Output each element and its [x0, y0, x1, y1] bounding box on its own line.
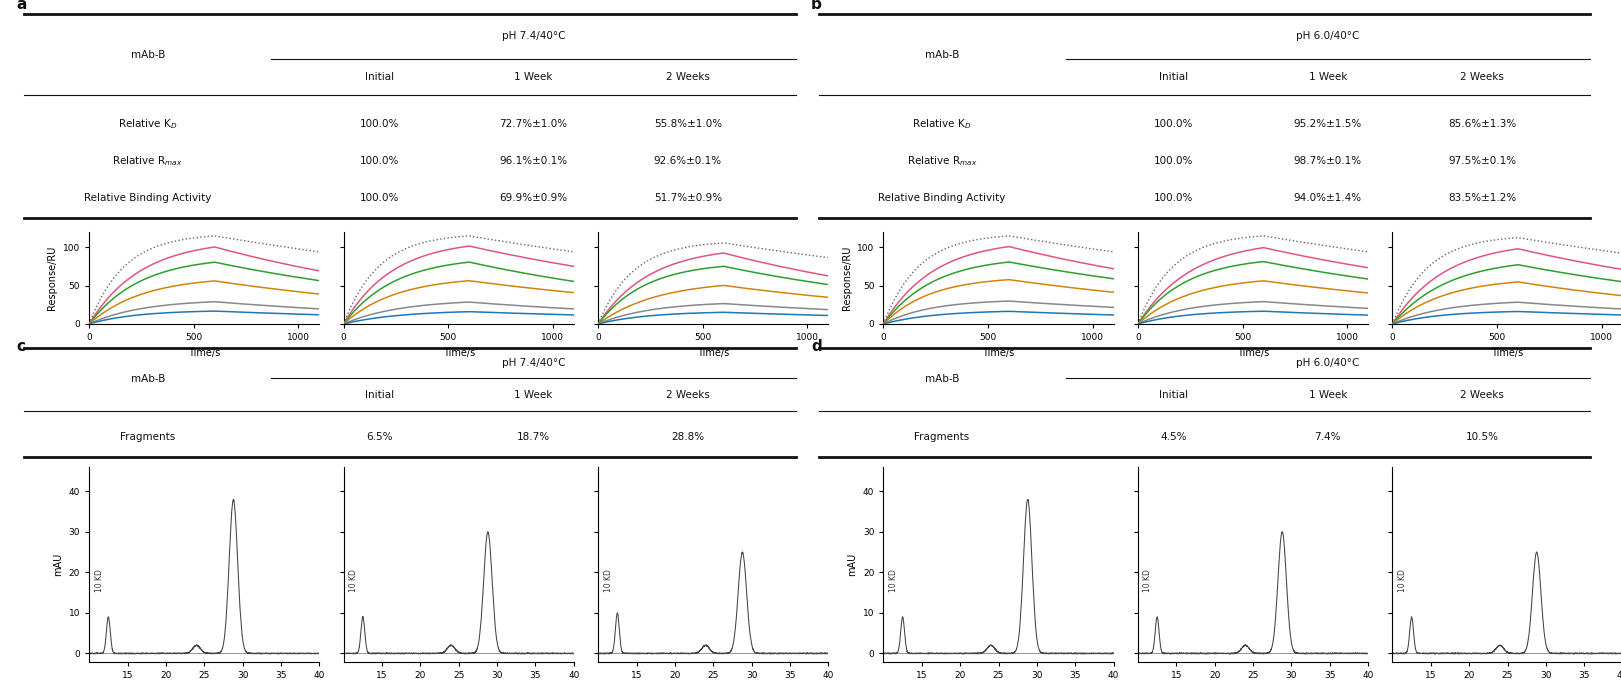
Text: 85.6%±1.3%: 85.6%±1.3% — [1448, 119, 1516, 129]
Text: 2 Weeks: 2 Weeks — [666, 72, 710, 82]
Text: 10 KD: 10 KD — [94, 569, 104, 592]
Text: 10 KD: 10 KD — [1397, 569, 1407, 592]
Text: 10.5%: 10.5% — [1465, 432, 1499, 443]
Text: mAb-B: mAb-B — [926, 50, 960, 59]
Text: Fragments: Fragments — [914, 432, 969, 443]
Text: pH 7.4/40°C: pH 7.4/40°C — [503, 31, 566, 41]
Text: 69.9%±0.9%: 69.9%±0.9% — [499, 193, 567, 203]
Text: 1 Week: 1 Week — [1308, 389, 1347, 400]
Text: 98.7%±0.1%: 98.7%±0.1% — [1294, 156, 1362, 166]
Text: Relative K$_D$: Relative K$_D$ — [118, 117, 178, 131]
Text: 51.7%±0.9%: 51.7%±0.9% — [653, 193, 721, 203]
Text: 6.5%: 6.5% — [366, 432, 392, 443]
X-axis label: Time/s: Time/s — [188, 348, 220, 357]
Text: 100.0%: 100.0% — [1154, 193, 1193, 203]
Text: pH 6.0/40°C: pH 6.0/40°C — [1297, 31, 1360, 41]
Text: 2 Weeks: 2 Weeks — [666, 389, 710, 400]
Text: 1 Week: 1 Week — [514, 389, 553, 400]
Text: 96.1%±0.1%: 96.1%±0.1% — [499, 156, 567, 166]
Text: 100.0%: 100.0% — [360, 156, 399, 166]
Text: 1 Week: 1 Week — [514, 72, 553, 82]
Text: 7.4%: 7.4% — [1315, 432, 1341, 443]
Text: 10 KD: 10 KD — [888, 569, 898, 592]
Y-axis label: Response/RU: Response/RU — [47, 246, 57, 310]
X-axis label: Time/s: Time/s — [982, 348, 1015, 357]
Text: Relative R$_{max}$: Relative R$_{max}$ — [906, 154, 977, 168]
Text: pH 7.4/40°C: pH 7.4/40°C — [503, 358, 566, 368]
Text: 97.5%±0.1%: 97.5%±0.1% — [1448, 156, 1516, 166]
X-axis label: Time/s: Time/s — [697, 348, 729, 357]
Text: 18.7%: 18.7% — [517, 432, 550, 443]
Text: 94.0%±1.4%: 94.0%±1.4% — [1294, 193, 1362, 203]
Y-axis label: mAU: mAU — [53, 552, 63, 576]
Text: c: c — [16, 339, 26, 354]
Text: 1 Week: 1 Week — [1308, 72, 1347, 82]
Text: 28.8%: 28.8% — [671, 432, 705, 443]
X-axis label: Time/s: Time/s — [443, 348, 475, 357]
Text: 10 KD: 10 KD — [349, 569, 358, 592]
Text: 83.5%±1.2%: 83.5%±1.2% — [1448, 193, 1516, 203]
Text: mAb-B: mAb-B — [926, 374, 960, 385]
Text: b: b — [810, 0, 822, 12]
Text: 92.6%±0.1%: 92.6%±0.1% — [653, 156, 721, 166]
Text: pH 6.0/40°C: pH 6.0/40°C — [1297, 358, 1360, 368]
Text: Relative R$_{max}$: Relative R$_{max}$ — [112, 154, 183, 168]
Text: 10 KD: 10 KD — [603, 569, 613, 592]
Text: 10 KD: 10 KD — [1143, 569, 1153, 592]
Text: Relative Binding Activity: Relative Binding Activity — [84, 193, 211, 203]
Text: 72.7%±1.0%: 72.7%±1.0% — [499, 119, 567, 129]
Text: 100.0%: 100.0% — [360, 193, 399, 203]
Text: Initial: Initial — [1159, 389, 1188, 400]
Text: 95.2%±1.5%: 95.2%±1.5% — [1294, 119, 1362, 129]
Text: mAb-B: mAb-B — [131, 374, 165, 385]
Text: 2 Weeks: 2 Weeks — [1461, 389, 1504, 400]
Text: Fragments: Fragments — [120, 432, 175, 443]
Text: 100.0%: 100.0% — [360, 119, 399, 129]
Text: 4.5%: 4.5% — [1161, 432, 1187, 443]
Text: 2 Weeks: 2 Weeks — [1461, 72, 1504, 82]
Text: mAb-B: mAb-B — [131, 50, 165, 59]
Text: 100.0%: 100.0% — [1154, 119, 1193, 129]
Text: Initial: Initial — [1159, 72, 1188, 82]
X-axis label: Time/s: Time/s — [1237, 348, 1269, 357]
X-axis label: Time/s: Time/s — [1491, 348, 1524, 357]
Text: Relative K$_D$: Relative K$_D$ — [913, 117, 973, 131]
Text: d: d — [810, 339, 822, 354]
Text: 100.0%: 100.0% — [1154, 156, 1193, 166]
Y-axis label: Response/RU: Response/RU — [841, 246, 851, 310]
Y-axis label: mAU: mAU — [848, 552, 858, 576]
Text: Initial: Initial — [365, 389, 394, 400]
Text: Relative Binding Activity: Relative Binding Activity — [879, 193, 1005, 203]
Text: 55.8%±1.0%: 55.8%±1.0% — [653, 119, 721, 129]
Text: Initial: Initial — [365, 72, 394, 82]
Text: a: a — [16, 0, 28, 12]
